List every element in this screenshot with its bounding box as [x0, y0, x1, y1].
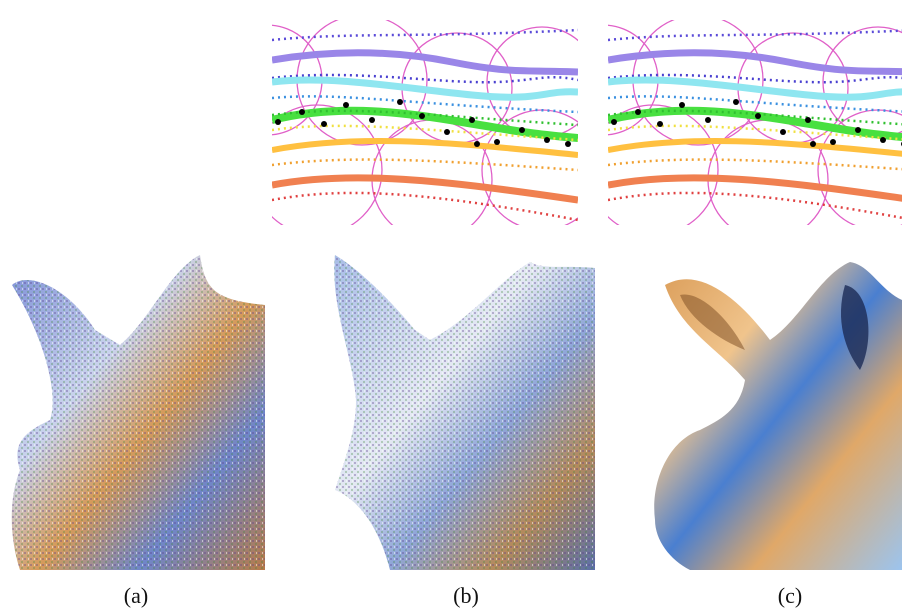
render-c [654, 262, 902, 570]
render-b [334, 255, 595, 570]
figure: (a) (b) (c) [0, 0, 902, 615]
caption: (c) [778, 583, 802, 608]
render-a [12, 255, 265, 570]
diagram-b [212, 15, 602, 240]
diagram-c [548, 15, 902, 240]
caption: (b) [453, 583, 479, 608]
caption: (a) [124, 583, 148, 608]
